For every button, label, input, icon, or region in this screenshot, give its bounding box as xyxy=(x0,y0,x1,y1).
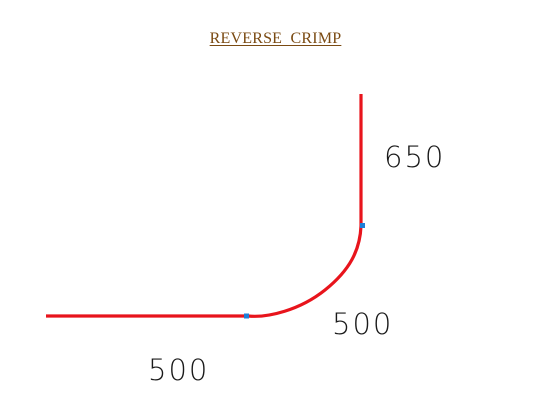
dimension-label-horizontal: 500 xyxy=(148,353,210,387)
dimension-label-arc: 500 xyxy=(332,307,394,341)
profile-arc xyxy=(247,225,363,318)
node-marker-lower xyxy=(244,313,249,319)
node-marker-upper xyxy=(360,223,365,228)
dimension-label-vertical: 650 xyxy=(384,140,446,174)
drawing-title: REVERSE CRIMP xyxy=(209,30,342,47)
